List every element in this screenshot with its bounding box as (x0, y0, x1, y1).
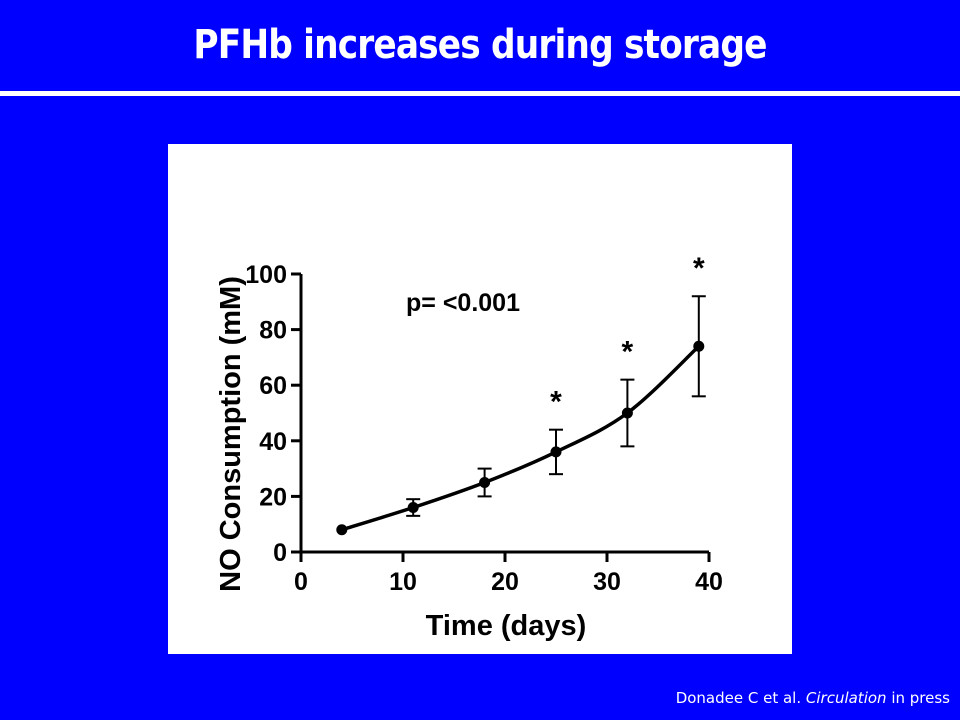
significance-marker: * (622, 336, 634, 369)
x-tick-label: 10 (389, 568, 417, 596)
data-point (550, 446, 562, 458)
y-tick-label: 40 (259, 428, 287, 456)
x-tick-label: 40 (695, 568, 723, 596)
chart-marks: * * * (336, 252, 706, 536)
x-axis-label: Time (days) (426, 610, 587, 642)
data-point (621, 407, 633, 419)
citation-status: in press (891, 689, 950, 707)
citation: Donadee C et al. Circulation in press (676, 689, 950, 707)
citation-authors: Donadee C et al. (675, 689, 802, 707)
citation-journal: Circulation (805, 689, 887, 707)
y-tick-label: 0 (273, 539, 287, 567)
title-divider (0, 91, 960, 96)
y-tick-label: 100 (245, 261, 287, 289)
chart-ticks: 0 20 40 60 80 100 0 10 20 30 40 (245, 261, 723, 596)
chart-panel: 0 20 40 60 80 100 0 10 20 30 40 * * * NO Consumption… (168, 144, 792, 654)
y-tick-label: 80 (259, 317, 287, 345)
x-tick-label: 30 (593, 568, 621, 596)
y-tick-label: 20 (259, 483, 287, 511)
significance-marker: * (550, 386, 562, 419)
data-point (479, 477, 491, 488)
data-point (407, 502, 419, 514)
series-line (341, 345, 700, 532)
x-tick-label: 20 (491, 568, 519, 596)
no-consumption-chart: 0 20 40 60 80 100 0 10 20 30 40 * * * NO Consumption… (215, 252, 723, 642)
data-point (693, 340, 705, 352)
x-tick-label: 0 (294, 568, 308, 596)
significance-marker: * (693, 252, 705, 285)
y-axis-label: NO Consumption (mM) (215, 276, 247, 592)
data-point (336, 524, 348, 536)
y-tick-label: 60 (259, 372, 287, 400)
slide-title: PFHb increases during storage (193, 22, 767, 68)
p-value-annotation: p= <0.001 (406, 289, 520, 317)
